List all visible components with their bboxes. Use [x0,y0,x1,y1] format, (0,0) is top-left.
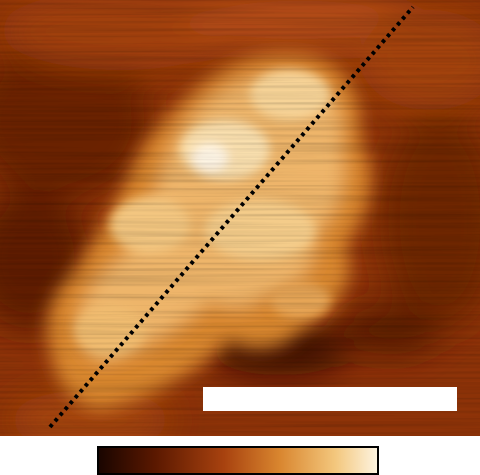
scale-bar [203,387,457,411]
afm-height-image [0,0,480,436]
scan-streaks [0,0,480,436]
colorbar [97,446,379,475]
line-profile [48,5,415,429]
colorbar-gradient [99,448,377,473]
